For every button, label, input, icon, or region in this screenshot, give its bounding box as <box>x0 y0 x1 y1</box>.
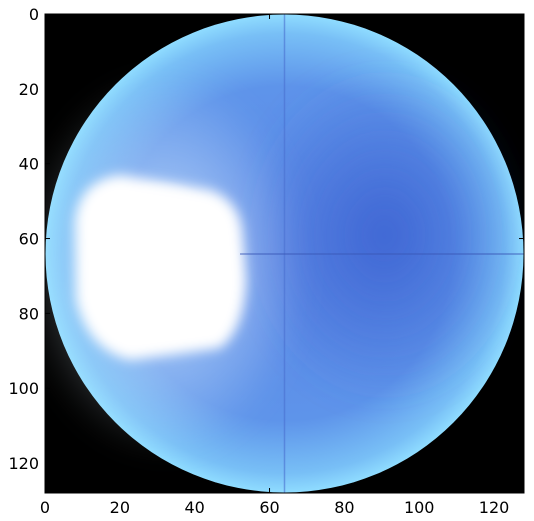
x-tick-label: 0 <box>40 498 50 517</box>
y-tick-label: 0 <box>29 5 39 24</box>
x-tick-label: 60 <box>259 498 279 517</box>
x-tick-label: 100 <box>404 498 435 517</box>
y-tick-label: 40 <box>19 155 39 174</box>
ticks-layer: 0 20 40 60 80 100 120 0 20 40 60 80 100 120 <box>8 5 524 517</box>
y-tick-label: 60 <box>19 230 39 249</box>
x-tick-label: 80 <box>334 498 354 517</box>
y-tick-label: 100 <box>8 379 39 398</box>
x-tick-label: 20 <box>110 498 130 517</box>
y-tick-label: 80 <box>19 304 39 323</box>
y-tick-label: 120 <box>8 454 39 473</box>
sun-glare-core <box>80 180 240 350</box>
axes-frame <box>44 13 525 494</box>
x-tick-label: 120 <box>479 498 510 517</box>
y-tick-label: 20 <box>19 80 39 99</box>
x-tick-label: 40 <box>185 498 205 517</box>
dark-sky-region <box>245 65 524 405</box>
